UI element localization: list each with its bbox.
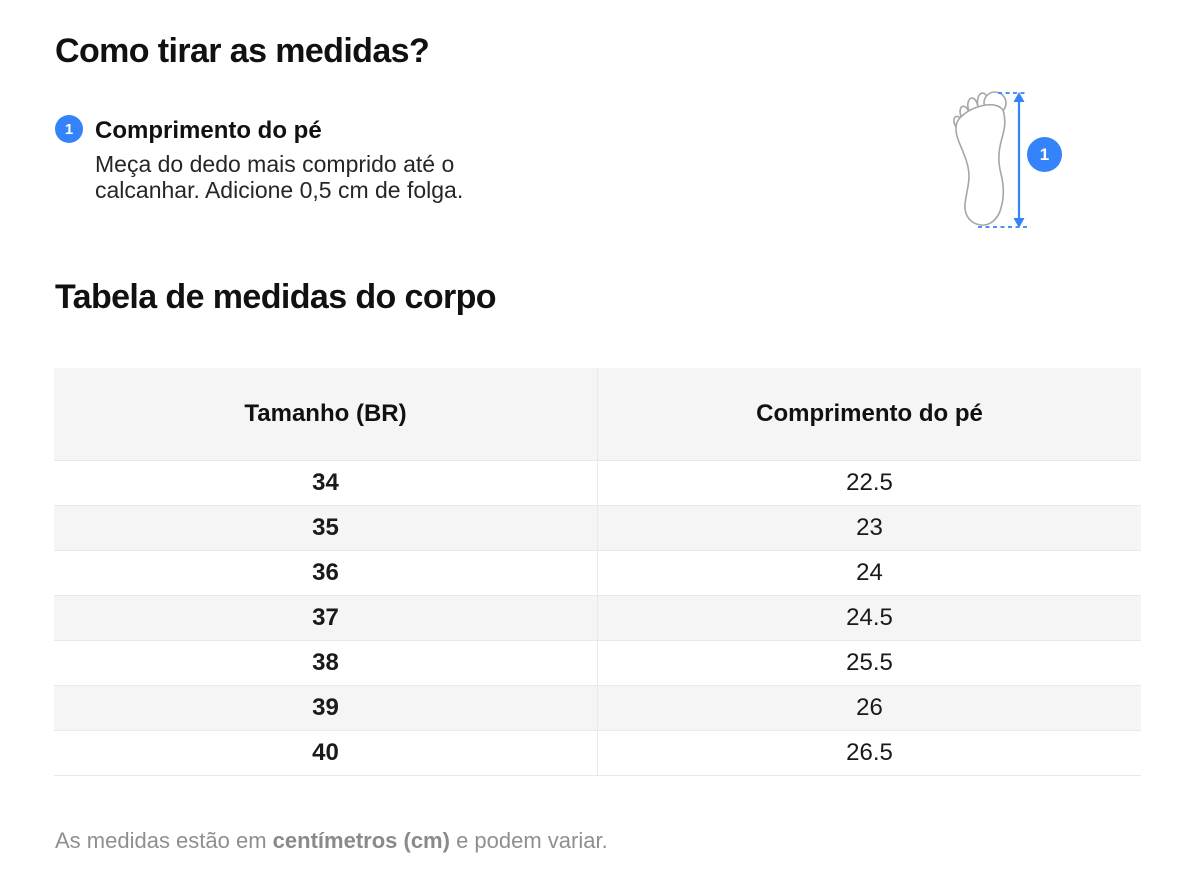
measure-arrow-icon [978,92,1028,228]
table-row: 40 26.5 [54,730,1141,776]
table-row: 39 26 [54,685,1141,731]
foot-length-cell: 23 [597,505,1141,551]
size-cell: 40 [54,730,598,776]
table-row: 38 25.5 [54,640,1141,686]
foot-length-cell: 24.5 [597,595,1141,641]
table-row: 34 22.5 [54,460,1141,506]
step-label: Comprimento do pé [95,117,322,144]
foot-measure-illustration: 1 [948,86,1078,241]
footer-note-prefix: As medidas estão em [55,828,273,853]
table-row: 35 23 [54,505,1141,551]
column-header-foot-length: Comprimento do pé [597,368,1141,461]
size-table: Tamanho (BR) Comprimento do pé 34 22.5 35 2… [54,368,1141,776]
foot-length-cell: 26 [597,685,1141,731]
foot-length-cell: 22.5 [597,460,1141,506]
footer-note-suffix: e podem variar. [449,828,608,853]
column-header-size: Tamanho (BR) [54,368,598,461]
table-header-row: Tamanho (BR) Comprimento do pé [54,368,1141,461]
table-row: 36 24 [54,550,1141,596]
size-cell: 38 [54,640,598,686]
foot-length-cell: 25.5 [597,640,1141,686]
page-title: Como tirar as medidas? [55,32,430,70]
foot-sole-outline [955,104,1006,226]
step-description: Meça do dedo mais comprido até o calcanh… [95,151,464,203]
foot-outline-icon [953,91,1028,228]
size-table-body: 34 22.5 35 23 36 24 37 24.5 38 25.5 39 26 40 26.5 [54,460,1141,776]
size-cell: 37 [54,595,598,641]
foot-length-cell: 24 [597,550,1141,596]
size-cell: 36 [54,550,598,596]
size-cell: 39 [54,685,598,731]
size-cell: 34 [54,460,598,506]
footer-note-unit: centímetros (cm) [272,828,450,853]
step-number-badge: 1 [55,115,83,143]
foot-length-cell: 26.5 [597,730,1141,776]
size-cell: 35 [54,505,598,551]
illustration-number-badge: 1 [1027,137,1062,172]
footer-note: As medidas estão em centímetros (cm) e p… [55,828,608,854]
section-title: Tabela de medidas do corpo [55,278,497,316]
table-row: 37 24.5 [54,595,1141,641]
